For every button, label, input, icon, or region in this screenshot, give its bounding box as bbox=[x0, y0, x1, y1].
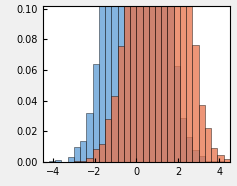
Bar bbox=[93, 64, 99, 162]
Bar bbox=[130, 0, 136, 162]
Bar bbox=[136, 0, 142, 162]
Bar bbox=[149, 0, 155, 162]
Bar bbox=[217, 155, 224, 162]
Bar bbox=[118, 0, 124, 162]
Bar bbox=[149, 0, 155, 162]
Bar bbox=[192, 45, 199, 162]
Bar bbox=[168, 0, 174, 162]
Bar bbox=[105, 119, 111, 162]
Bar bbox=[68, 157, 74, 162]
Bar bbox=[86, 158, 93, 162]
Bar bbox=[186, 137, 192, 162]
Bar bbox=[49, 161, 55, 162]
Bar bbox=[80, 141, 86, 162]
Bar bbox=[118, 46, 124, 162]
Bar bbox=[99, 144, 105, 162]
Bar bbox=[174, 66, 180, 162]
Bar bbox=[142, 0, 149, 162]
Bar bbox=[80, 161, 86, 162]
Bar bbox=[180, 0, 186, 162]
Bar bbox=[161, 0, 168, 162]
Bar bbox=[161, 0, 168, 162]
Bar bbox=[136, 0, 142, 162]
Bar bbox=[211, 147, 217, 162]
Bar bbox=[211, 161, 217, 162]
Bar bbox=[180, 118, 186, 162]
Bar bbox=[74, 147, 80, 162]
Bar bbox=[205, 128, 211, 162]
Bar bbox=[186, 0, 192, 162]
Bar bbox=[86, 113, 93, 162]
Bar bbox=[168, 1, 174, 162]
Bar bbox=[142, 0, 149, 162]
Bar bbox=[105, 0, 111, 162]
Bar bbox=[124, 0, 130, 162]
Bar bbox=[205, 161, 211, 162]
Bar bbox=[155, 0, 161, 162]
Bar bbox=[174, 0, 180, 162]
Bar bbox=[199, 156, 205, 162]
Bar bbox=[111, 96, 118, 162]
Bar bbox=[217, 161, 224, 162]
Bar bbox=[224, 159, 230, 162]
Bar bbox=[111, 0, 118, 162]
Bar bbox=[74, 161, 80, 162]
Bar bbox=[55, 160, 61, 162]
Bar bbox=[99, 4, 105, 162]
Bar bbox=[124, 0, 130, 162]
Bar bbox=[192, 150, 199, 162]
Bar bbox=[93, 149, 99, 162]
Bar bbox=[199, 105, 205, 162]
Bar bbox=[155, 0, 161, 162]
Bar bbox=[130, 0, 136, 162]
